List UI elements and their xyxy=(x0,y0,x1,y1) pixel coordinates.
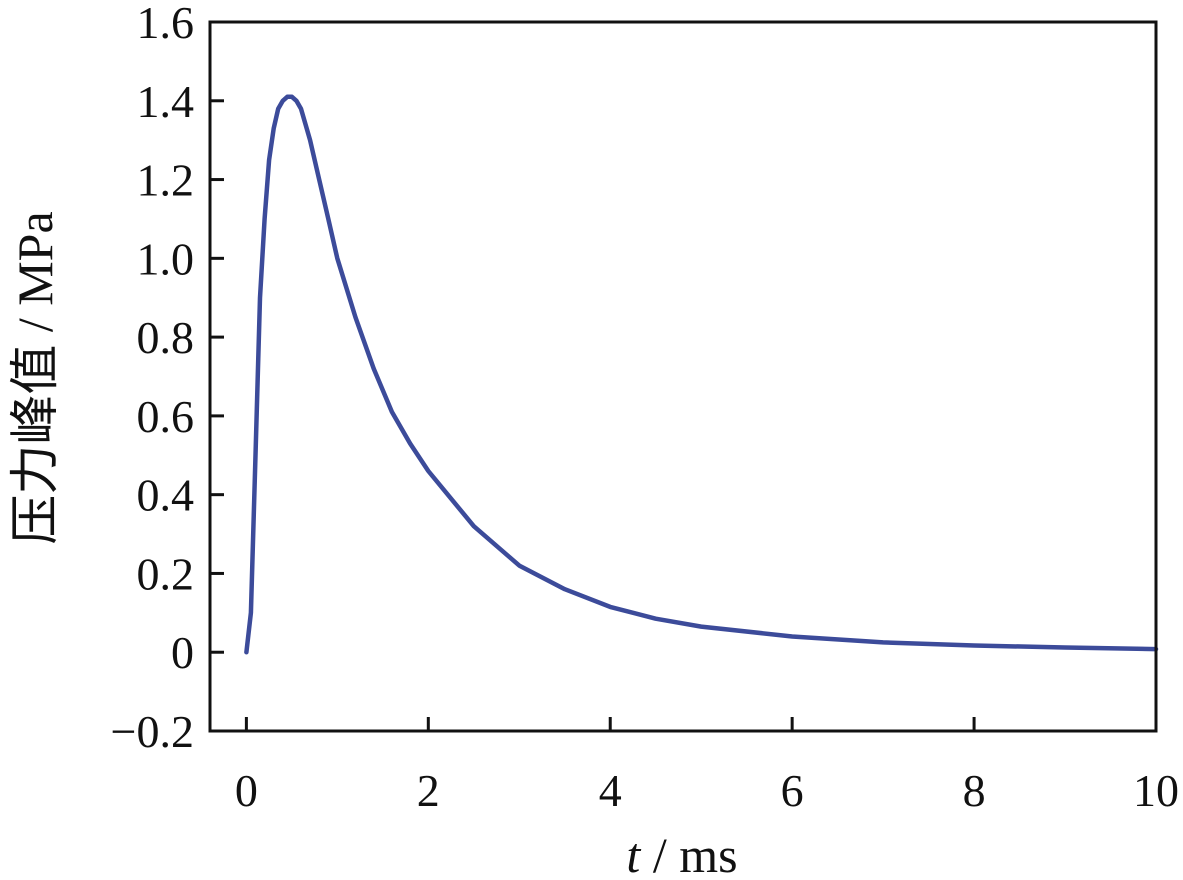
y-axis-title: 压力峰值 / MPa xyxy=(7,211,63,544)
x-tick-marks xyxy=(244,717,1158,731)
x-axis-unit: / ms xyxy=(640,827,737,880)
x-tick-label: 6 xyxy=(781,765,804,816)
x-axis-variable: t xyxy=(626,827,641,880)
y-tick-label: 1.4 xyxy=(137,76,195,127)
x-tick-label: 0 xyxy=(235,765,258,816)
x-tick-label: 4 xyxy=(599,765,622,816)
y-tick-label: 0.4 xyxy=(137,470,195,521)
y-tick-label: 0.6 xyxy=(137,391,195,442)
y-tick-label: 1.2 xyxy=(137,155,195,206)
y-tick-label: −0.2 xyxy=(111,706,194,757)
plot-frame xyxy=(208,20,1158,733)
pressure-curve xyxy=(244,94,1159,655)
y-tick-labels: −0.2 0 0.2 0.4 0.6 0.8 1.0 1.2 1.4 1.6 xyxy=(111,0,194,757)
x-tick-label: 2 xyxy=(417,765,440,816)
y-tick-label: 0.2 xyxy=(137,548,195,599)
y-tick-label: 1.0 xyxy=(137,233,195,284)
y-tick-marks xyxy=(210,20,224,733)
y-tick-label: 1.6 xyxy=(137,0,195,48)
y-tick-label: 0.8 xyxy=(137,312,195,363)
x-axis-title: t / ms xyxy=(626,827,737,880)
x-tick-label: 10 xyxy=(1133,765,1179,816)
x-tick-labels: 0 2 4 6 8 10 xyxy=(235,765,1179,816)
plot-series xyxy=(244,94,1159,655)
x-tick-label: 8 xyxy=(963,765,986,816)
y-tick-label: 0 xyxy=(171,627,194,678)
